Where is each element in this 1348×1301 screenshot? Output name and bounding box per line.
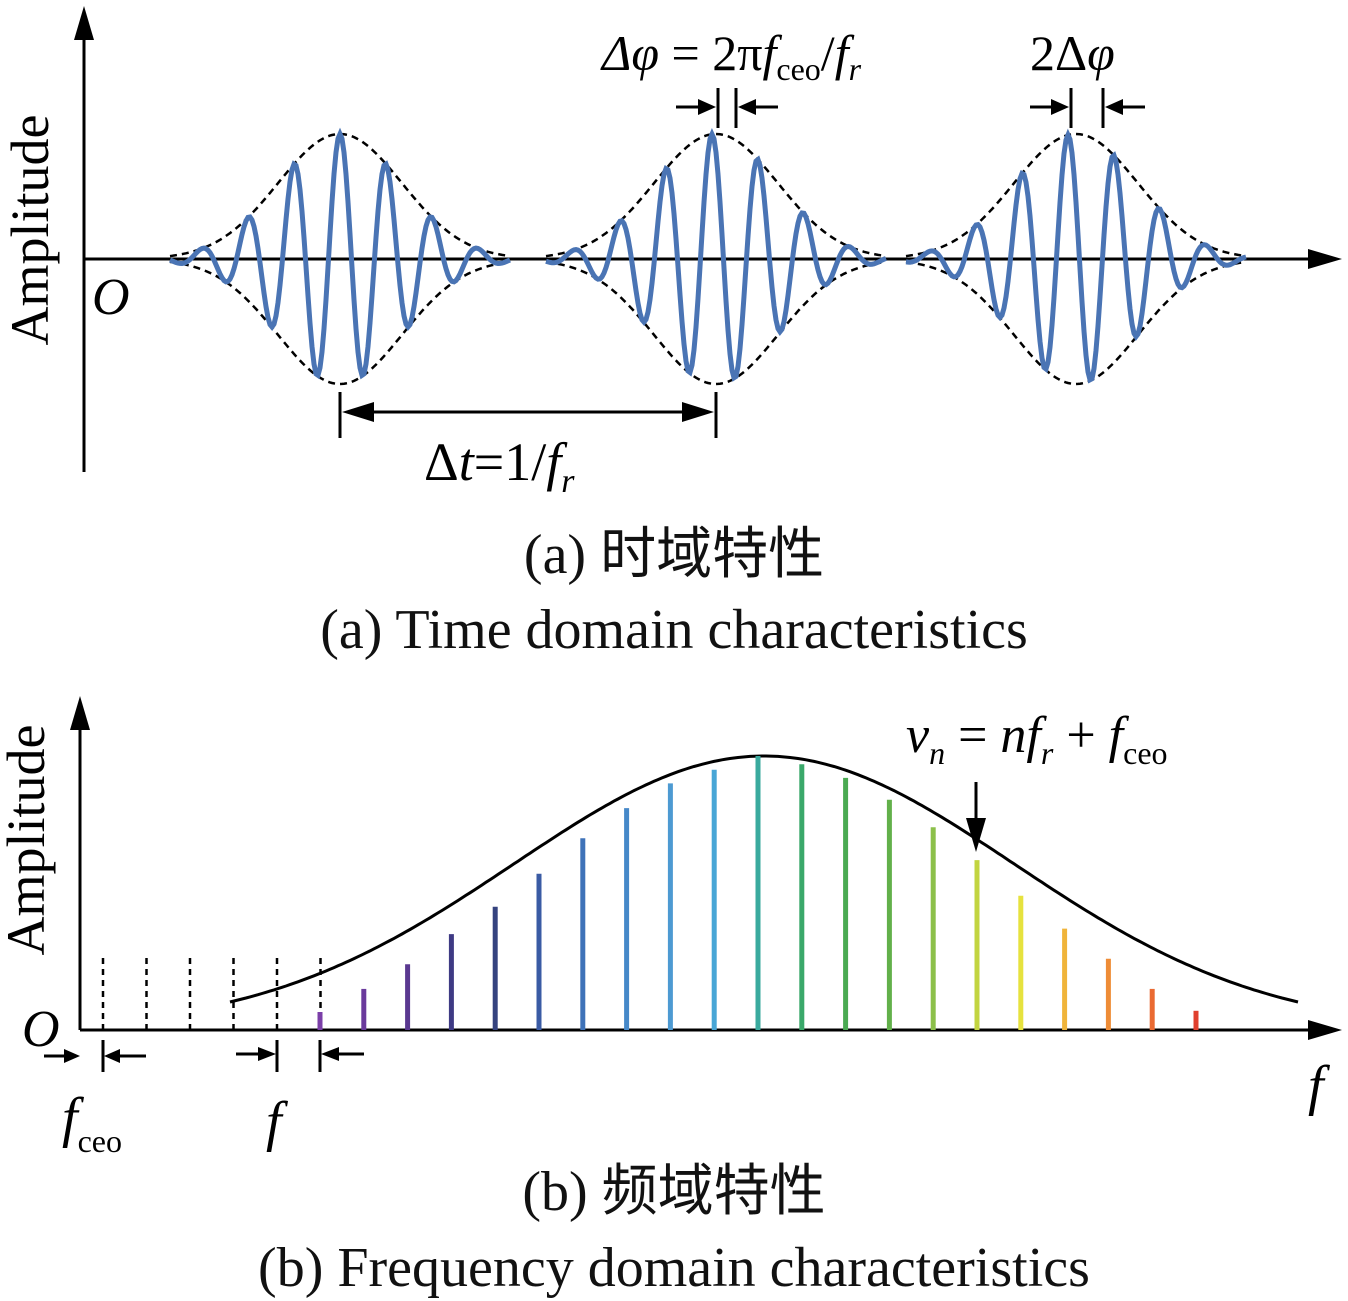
panel-b-frequency-domain: Amplitude O f fceo f (0, 696, 1342, 1299)
pulse-3-carrier-wave (905, 128, 1247, 384)
panel-a-time-domain: Amplitude O Δφ = 2πfceo/fr 2Δφ (0, 6, 1342, 661)
fceo-marker (44, 1040, 146, 1072)
delta-t-marker (338, 392, 718, 438)
pulse-2-upper-envelope (545, 132, 887, 258)
fr-label: f (266, 1091, 289, 1153)
pulse-2-carrier-wave (545, 127, 887, 382)
vn-pointer-head (966, 818, 986, 852)
panel-a-caption-cn: (a) 时域特性 (524, 524, 824, 586)
panel-a-x-arrowhead (1308, 249, 1342, 269)
pulse-1-upper-envelope (169, 132, 511, 258)
delta-phi-marker (676, 88, 778, 128)
panel-a-y-arrowhead (74, 6, 94, 40)
panel-b-caption-cn: (b) 频域特性 (522, 1161, 825, 1223)
pulse-1-carrier-wave (169, 127, 511, 380)
panel-b-x-label: f (1308, 1055, 1331, 1117)
fr-marker (236, 1040, 364, 1072)
panel-a-origin: O (92, 269, 130, 326)
pulse-3-upper-envelope (905, 132, 1247, 258)
pulse-2-lower-envelope (545, 260, 887, 386)
fceo-label: fceo (62, 1087, 122, 1159)
spectral-envelope (229, 754, 1299, 1004)
panel-b-x-arrowhead (1308, 1020, 1342, 1040)
panel-b-y-label: Amplitude (0, 725, 56, 956)
pulse-train (169, 127, 1247, 386)
delta-t-label: Δt=1/fr (424, 432, 575, 500)
delta-phi-label: Δφ = 2πfceo/fr (600, 25, 862, 87)
pulse-3-lower-envelope (905, 260, 1247, 386)
two-delta-phi-label: 2Δφ (1030, 25, 1115, 81)
panel-b-origin: O (22, 1001, 60, 1058)
panel-a-y-label: Amplitude (0, 115, 60, 346)
two-delta-phi-marker (1030, 88, 1145, 128)
frequency-comb (101, 754, 1299, 1030)
vn-label: vn = nfr + fceo (906, 707, 1168, 771)
panel-a-caption-en: (a) Time domain characteristics (320, 599, 1028, 661)
panel-b-caption-en: (b) Frequency domain characteristics (258, 1237, 1090, 1299)
panel-b-y-arrowhead (70, 696, 90, 730)
